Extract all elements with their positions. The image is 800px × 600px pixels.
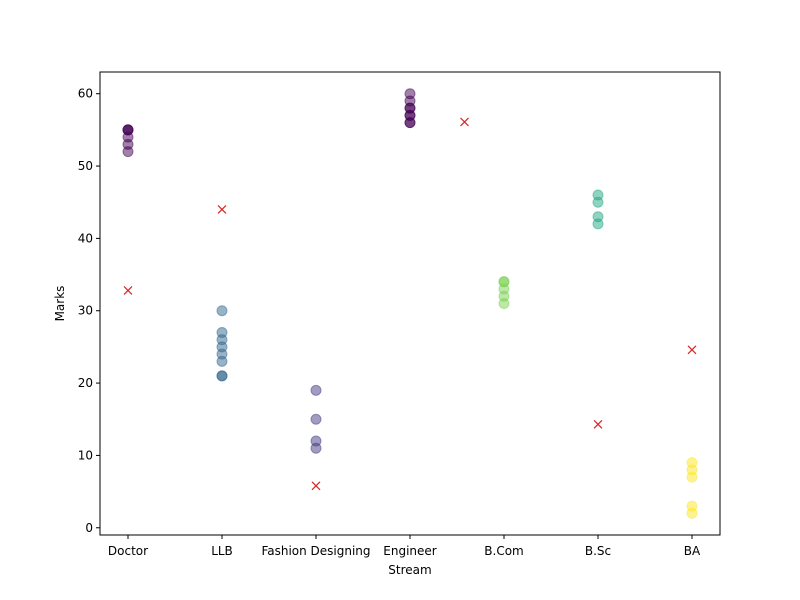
scatter-point: [592, 211, 604, 223]
scatter-point: [310, 384, 322, 396]
x-tick-label: Engineer: [383, 544, 437, 558]
y-tick-label: 30: [78, 304, 93, 318]
x-marker: [123, 286, 133, 295]
scatter-point: [310, 435, 322, 447]
x-marker: [460, 117, 469, 127]
y-axis-ticks: 0 10 20 30 40 50 60: [78, 87, 100, 535]
x-tick-label: B.Com: [484, 544, 523, 558]
x-tick-label: LLB: [211, 544, 233, 558]
scatter-point: [686, 500, 698, 512]
x-axis-ticks: Doctor LLB Fashion Designing Engineer B.Com B…: [108, 535, 701, 558]
scatter-point: [216, 370, 228, 382]
x-marker: [687, 345, 697, 355]
plot-area: [100, 72, 720, 535]
y-tick-label: 0: [85, 521, 93, 535]
plot-frame: [99, 71, 721, 536]
y-tick-label: 10: [78, 448, 93, 462]
x-tick-label: B.Sc: [585, 544, 611, 558]
x-marker: [593, 419, 603, 429]
scatter-point: [216, 305, 228, 317]
x-axis-label: Stream: [388, 563, 431, 577]
scatter-point: [122, 124, 134, 136]
scatter-point: [310, 413, 322, 425]
y-tick-label: 20: [78, 376, 93, 390]
x-marker: [217, 205, 227, 214]
scatter-point: [216, 326, 228, 338]
scatter-point: [498, 276, 510, 288]
y-axis-label: Marks: [53, 286, 67, 322]
y-tick-label: 40: [78, 231, 93, 245]
y-tick-label: 50: [78, 159, 93, 173]
scatter-point: [592, 189, 604, 201]
x-tick-label: Doctor: [108, 544, 148, 558]
data-marks: [122, 88, 698, 519]
scatter-point: [686, 457, 698, 469]
scatter-point: [404, 88, 416, 100]
x-tick-label: BA: [684, 544, 701, 558]
x-tick-label: Fashion Designing: [261, 544, 370, 558]
y-tick-label: 60: [78, 87, 93, 101]
x-marker: [311, 481, 321, 491]
